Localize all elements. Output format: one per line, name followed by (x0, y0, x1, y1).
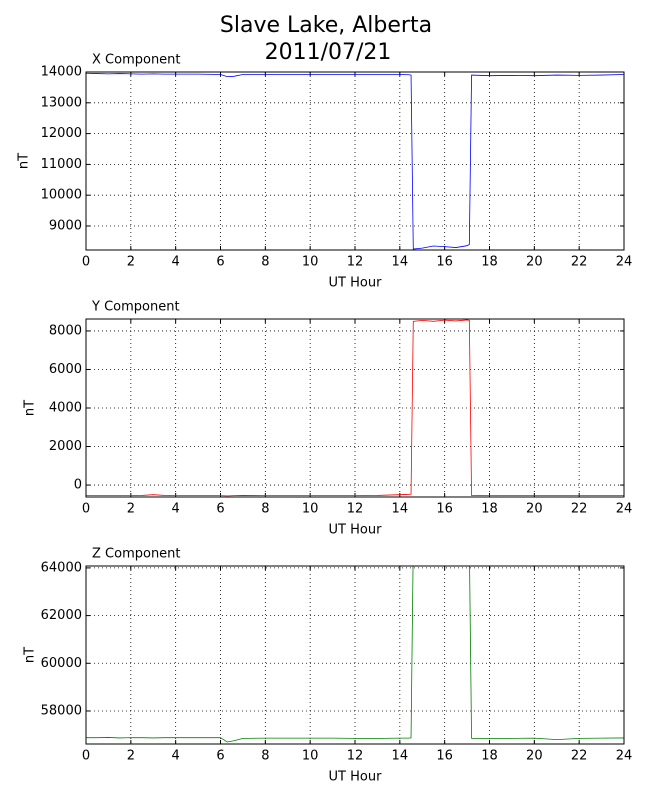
x-tick-label: 16 (436, 502, 453, 517)
figure-title: Slave Lake, Alberta (220, 13, 432, 38)
x-tick-label: 22 (571, 255, 588, 270)
panel-title: Z Component (92, 547, 181, 562)
x-tick-label: 0 (82, 255, 90, 270)
panel-title: Y Component (91, 300, 180, 315)
x-tick-label: 18 (481, 502, 498, 517)
x-tick-label: 18 (481, 255, 498, 270)
y-tick-label: 8000 (49, 323, 82, 338)
y-tick-label: 14000 (41, 65, 82, 80)
y-tick-label: 13000 (41, 95, 82, 110)
y-tick-label: 0 (74, 478, 82, 493)
x-tick-label: 14 (392, 502, 409, 517)
x-tick-label: 14 (392, 749, 409, 764)
x-tick-label: 12 (347, 255, 364, 270)
x-tick-label: 8 (261, 749, 269, 764)
plot-frame (85, 318, 625, 498)
plot-frame (85, 565, 625, 745)
x-tick-label: 12 (347, 502, 364, 517)
x-tick-label: 10 (302, 255, 319, 270)
x-tick-label: 2 (127, 502, 135, 517)
data-line (86, 319, 624, 497)
panel: 0 2 4 6 8 10 12 14 16 18 20 22 245800060000620006400… (23, 547, 633, 785)
y-tick-label: 11000 (41, 157, 82, 172)
data-line (86, 72, 624, 250)
x-tick-label: 6 (216, 255, 224, 270)
x-tick-label: 8 (261, 502, 269, 517)
x-axis-label: UT Hour (329, 523, 383, 538)
x-tick-label: 6 (216, 502, 224, 517)
x-tick-label: 24 (616, 502, 633, 517)
x-axis-label: UT Hour (329, 276, 383, 291)
x-tick-label: 18 (481, 749, 498, 764)
x-tick-label: 20 (526, 255, 543, 270)
x-tick-label: 8 (261, 255, 269, 270)
x-tick-label: 20 (526, 502, 543, 517)
y-tick-label: 9000 (49, 218, 82, 233)
plot-frame (85, 71, 625, 251)
panel: 0 2 4 6 8 10 12 14 16 18 20 22 2402000400060008000Y … (23, 300, 633, 538)
x-tick-label: 4 (172, 749, 180, 764)
y-tick-label: 10000 (41, 188, 82, 203)
data-line (86, 566, 624, 743)
x-tick-label: 4 (172, 255, 180, 270)
x-tick-label: 24 (616, 255, 633, 270)
x-tick-label: 16 (436, 255, 453, 270)
x-tick-label: 4 (172, 502, 180, 517)
panel-title: X Component (92, 53, 181, 68)
x-tick-label: 22 (571, 749, 588, 764)
x-axis-label: UT Hour (329, 770, 383, 785)
x-tick-label: 16 (436, 749, 453, 764)
figure-subtitle: 2011/07/21 (265, 40, 392, 65)
x-tick-label: 0 (82, 749, 90, 764)
x-tick-label: 10 (302, 749, 319, 764)
x-tick-label: 22 (571, 502, 588, 517)
x-tick-label: 2 (127, 255, 135, 270)
y-tick-label: 60000 (41, 656, 82, 671)
y-tick-label: 4000 (49, 401, 82, 416)
y-tick-label: 62000 (41, 608, 82, 623)
x-tick-label: 24 (616, 749, 633, 764)
y-tick-label: 2000 (49, 439, 82, 454)
y-axis-label: nT (17, 153, 32, 169)
y-axis-label: nT (23, 400, 38, 416)
y-tick-label: 64000 (41, 560, 82, 575)
x-tick-label: 6 (216, 749, 224, 764)
x-tick-label: 0 (82, 502, 90, 517)
x-tick-label: 14 (392, 255, 409, 270)
x-tick-label: 10 (302, 502, 319, 517)
x-tick-label: 2 (127, 749, 135, 764)
x-tick-label: 20 (526, 749, 543, 764)
y-tick-label: 58000 (41, 703, 82, 718)
y-tick-label: 12000 (41, 126, 82, 141)
y-axis-label: nT (23, 647, 38, 663)
y-tick-label: 6000 (49, 362, 82, 377)
x-tick-label: 12 (347, 749, 364, 764)
panel: 0 2 4 6 8 10 12 14 16 18 20 22 249000100001100012000… (17, 53, 633, 291)
